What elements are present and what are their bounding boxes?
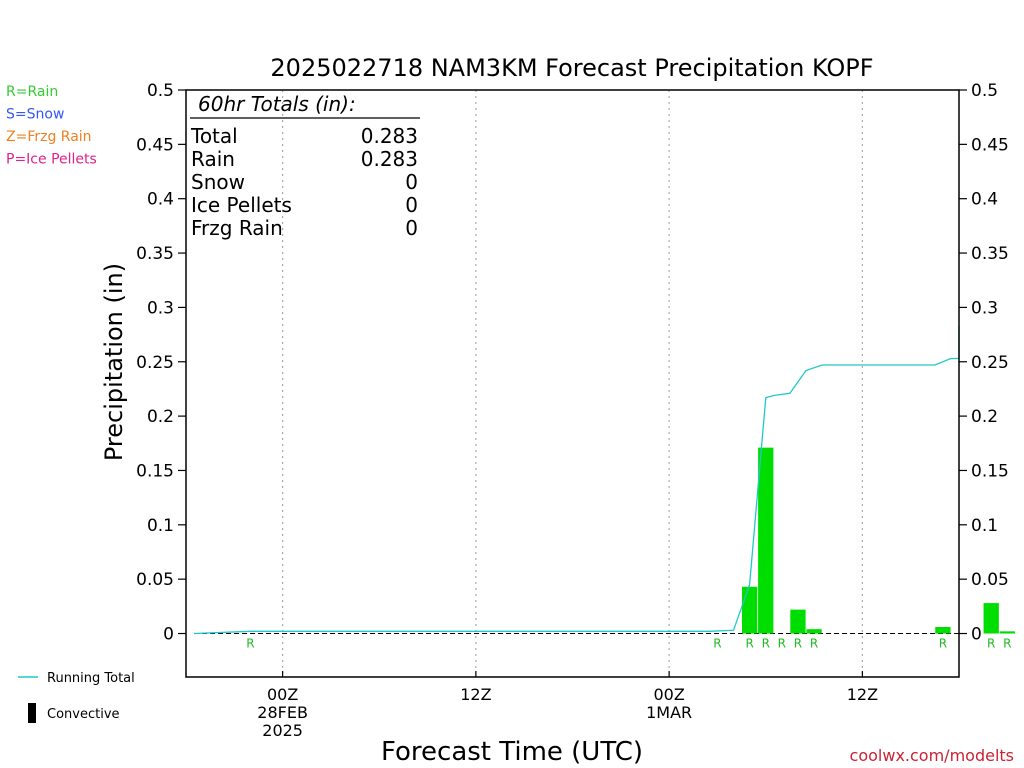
totals-row-value: 0.283	[361, 147, 418, 171]
y-tick-label-left: 0.4	[147, 190, 174, 210]
y-axis-label: Precipitation (in)	[100, 263, 128, 461]
precip-bar	[935, 626, 951, 634]
y-tick-label-left: 0.1	[147, 516, 174, 536]
precip-bar	[758, 447, 774, 634]
totals-row-value: 0	[405, 193, 418, 217]
type-legend: R=Rain S=Snow Z=Frzg Rain P=Ice Pellets	[6, 84, 97, 168]
precip-type-marker: R	[713, 637, 721, 651]
x-tick-label: 00Z	[653, 685, 684, 704]
totals-row-value: 0.283	[361, 124, 418, 148]
y-axis-left-ticks: 0 0.05 0.1 0.15 0.2 0.25 0.3 0.35 0.4 0.45 0.5	[136, 81, 186, 645]
x-tick-label: 12Z	[847, 685, 878, 704]
y-axis-right-ticks: 0 0.05 0.1 0.15 0.2 0.25 0.3 0.35 0.4 0.45 0.5	[959, 81, 1009, 645]
totals-row-label: Rain	[191, 147, 235, 171]
chart-title: 2025022718 NAM3KM Forecast Precipitation…	[270, 54, 873, 82]
precip-type-marker: R	[246, 637, 254, 651]
y-tick-label-left: 0.45	[136, 135, 174, 155]
precip-bar	[790, 609, 806, 634]
totals-row-label: Ice Pellets	[191, 193, 292, 217]
totals-box: 60hr Totals (in): Total 0.283 Rain 0.283 Sno…	[190, 92, 420, 240]
legend-entry: P=Ice Pellets	[6, 152, 97, 168]
y-tick-label-left: 0.2	[147, 407, 174, 427]
y-tick-label-left: 0.35	[136, 244, 174, 264]
type-markers: R R R R R R R RR R	[246, 637, 1011, 651]
y-tick-label-right: 0.5	[971, 81, 998, 101]
grid-lines	[194, 90, 959, 677]
totals-row-label: Snow	[191, 170, 245, 194]
y-tick-label-left: 0.15	[136, 461, 174, 481]
y-tick-label-right: 0.35	[971, 244, 1009, 264]
precip-bar	[806, 629, 822, 634]
precip-type-marker: R	[778, 637, 786, 651]
precip-type-marker: R	[810, 637, 818, 651]
legend-entry: R=Rain	[6, 84, 58, 100]
y-tick-label-left: 0.5	[147, 81, 174, 101]
y-tick-label-right: 0.3	[971, 298, 998, 318]
precip-bar	[999, 631, 1015, 634]
y-tick-label-right: 0.05	[971, 570, 1009, 590]
precip-bar	[983, 603, 999, 634]
y-tick-label-right: 0.4	[971, 190, 998, 210]
x-tick-label: 12Z	[460, 685, 491, 704]
x-axis-label: Forecast Time (UTC)	[381, 737, 643, 767]
precip-type-marker: R	[1003, 637, 1011, 651]
y-tick-label-left: 0.25	[136, 353, 174, 373]
y-tick-label-right: 0.45	[971, 135, 1009, 155]
watermark: coolwx.com/modelts	[850, 746, 1014, 765]
y-tick-label-right: 0	[971, 625, 982, 645]
x-tick-label: 00Z	[267, 685, 298, 704]
y-tick-label-right: 0.25	[971, 353, 1009, 373]
totals-row-label: Frzg Rain	[191, 216, 283, 240]
running-total-line	[194, 325, 960, 635]
bar-series	[741, 447, 1015, 634]
x-tick-label: 28FEB	[257, 703, 308, 722]
precip-type-marker: R	[762, 637, 770, 651]
x-tick-label: 1MAR	[646, 703, 692, 722]
totals-row-value: 0	[405, 170, 418, 194]
plot-frame	[185, 89, 960, 678]
precip-type-marker: R	[794, 637, 802, 651]
totals-header: 60hr Totals (in):	[198, 92, 356, 116]
y-tick-label-left: 0.3	[147, 298, 174, 318]
precip-bar	[741, 586, 758, 634]
legend-entry: S=Snow	[6, 107, 64, 123]
convective-legend-swatch	[28, 703, 36, 723]
precip-type-marker: R	[939, 637, 947, 651]
totals-row-label: Total	[190, 124, 238, 148]
precip-type-marker: R	[987, 637, 995, 651]
totals-row-value: 0	[405, 216, 418, 240]
y-tick-label-left: 0	[163, 625, 174, 645]
convective-legend-label: Convective	[47, 707, 120, 722]
x-axis-ticks: 00Z28FEB202512Z00Z1MAR12Z00Z2MAR	[257, 671, 878, 740]
y-tick-label-right: 0.15	[971, 461, 1009, 481]
precip-type-marker: R	[745, 637, 753, 651]
x-tick-label: 2025	[262, 721, 303, 740]
y-tick-label-left: 0.05	[136, 570, 174, 590]
legend-entry: Z=Frzg Rain	[6, 129, 92, 145]
running-total-series	[194, 325, 960, 635]
y-tick-label-right: 0.1	[971, 516, 998, 536]
y-tick-label-right: 0.2	[971, 407, 998, 427]
running-total-legend-label: Running Total	[47, 671, 135, 686]
